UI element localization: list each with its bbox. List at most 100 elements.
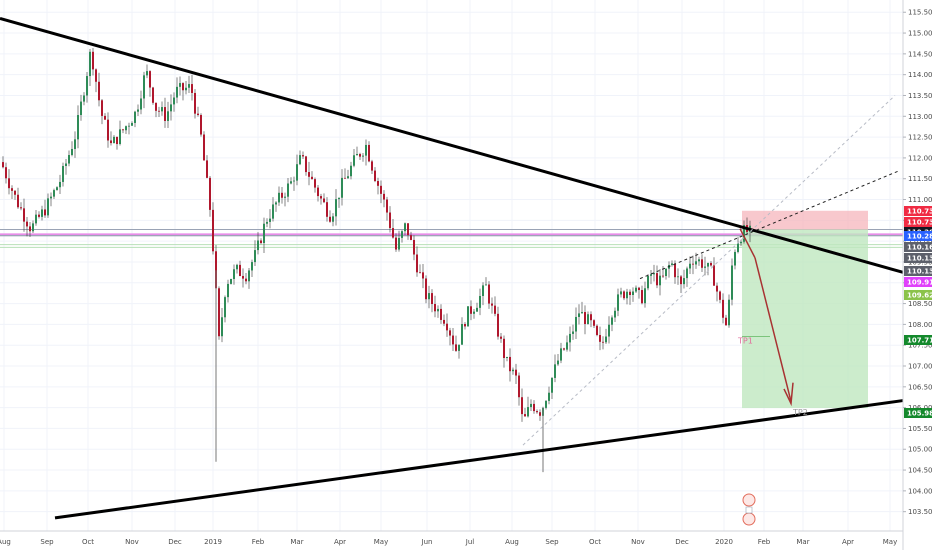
candle-body [308,172,310,177]
candle-body [455,344,457,351]
candle-body [332,216,334,222]
time-tick-label: Sep [545,538,559,546]
candle-body [137,109,139,112]
candle-body [29,226,31,232]
candle-body [617,294,619,311]
candle-body [89,51,91,77]
candle-body [683,278,685,285]
price-tag-bg [904,253,932,263]
flag-icon [742,493,756,507]
time-tick-label: 2019 [204,538,222,546]
candle-body [353,155,355,166]
candle-body [44,209,46,216]
forecast-arrow-head [783,382,794,407]
candle-body [149,71,151,88]
candle-body [671,263,673,265]
candle-body [344,177,346,179]
candle-body [20,207,22,209]
price-tick-label: 108.000 [908,321,932,329]
candle-body [134,111,136,123]
candle-body [632,291,634,295]
candle-body [182,83,184,91]
candle-body [737,243,739,252]
candle-body [200,114,202,135]
candle-body [56,187,58,191]
candle-body [707,262,709,267]
candle-body [581,312,583,314]
candle-body [98,81,100,101]
take-profit-zone [742,229,868,409]
candle-body [698,259,700,262]
candle-body [560,348,562,361]
candle-body [611,317,613,325]
candle-body [623,291,625,299]
candle-body [491,303,493,306]
event-flag[interactable] [742,493,756,526]
price-tag-bg [904,290,932,300]
target-label: TP1 [737,336,753,345]
candle-body [431,293,433,304]
candle-body [653,273,655,275]
candle-body [239,264,241,276]
price-tick-label: 104.000 [908,487,932,495]
short-position-tool[interactable] [742,210,868,409]
candle-body [464,324,466,327]
trendlines[interactable] [0,17,904,520]
candle-body [95,69,97,82]
candle-body [107,119,109,141]
candle-body [620,291,622,295]
candle-body [314,179,316,188]
candle-body [281,192,283,198]
candle-body [170,104,172,112]
candle-body [545,400,547,408]
candle-body [704,266,706,268]
candle-body [251,262,253,271]
candle-body [371,161,373,171]
candle-body [647,275,649,289]
candle-body [398,237,400,250]
price-tick-label: 103.500 [908,508,932,516]
price-tag-bg [904,266,932,276]
candle-body [293,180,295,182]
candle-body [266,221,268,224]
candle-body [482,285,484,296]
candle-body [173,97,175,105]
candle-body [176,86,178,98]
candle-body [605,336,607,343]
candle-body [35,214,37,224]
time-axis[interactable]: Aug Sep Oct Nov Dec 2019 Feb Mar Apr May Jun Jul Aug… [0,538,897,546]
candle-body [386,199,388,213]
candle-body [662,275,664,277]
candle-body [497,313,499,337]
candle-body [158,110,160,112]
candle-body [410,235,412,240]
time-tick-label: Sep [40,538,54,546]
candle-body [740,241,742,244]
price-tick-label: 114.500 [908,50,932,58]
candle-body [191,84,193,93]
candle-body [305,156,307,173]
candle-body [38,214,40,217]
candle-body [536,411,538,413]
candle-body [578,313,580,317]
candle-body [515,369,517,376]
candle-body [677,276,679,278]
price-tag-bg [904,277,932,287]
candle-body [323,198,325,203]
candle-body [359,154,361,157]
candle-body [659,275,661,286]
candle-body [179,83,181,87]
candle-body [554,364,556,378]
candle-body [509,356,511,372]
candle-body [209,177,211,210]
candle-body [674,263,676,278]
candle-body [575,316,577,332]
light-dashed-channel-line [522,95,896,446]
candle-body [539,412,541,416]
candle-body [590,314,592,321]
price-tick-label: 108.500 [908,300,932,308]
candle-body [374,170,376,182]
candle-body [635,287,637,292]
price-tick-label: 104.500 [908,467,932,475]
